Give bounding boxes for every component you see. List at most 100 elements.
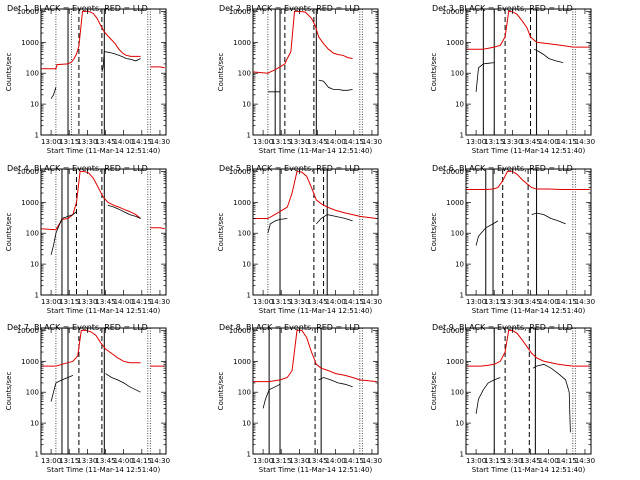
plot-area [253,9,363,135]
y-tick-label: 10000 [229,327,251,335]
y-tick-label: 1 [460,451,464,459]
y-axis-label: Counts/sec [430,372,438,411]
x-axis-label: Start Time (11-Mar-14 12:51:40) [259,466,373,474]
y-axis-label: Counts/sec [5,213,13,252]
x-tick-label: 13:45 [520,457,540,465]
x-tick-label: 13:45 [307,138,327,146]
y-tick-label: 10000 [442,327,464,335]
series-lld [41,329,165,367]
series-lld [466,170,590,190]
x-tick-label: 13:15 [59,457,79,465]
x-tick-label: 13:15 [484,457,504,465]
plot-area [253,328,377,454]
x-tick-label: 14:30 [150,298,170,306]
plot-area [466,9,590,135]
y-axis-label: Counts/sec [217,53,225,92]
plot-area [41,9,165,135]
y-tick-label: 100 [451,230,464,238]
x-tick-label: 14:30 [150,457,170,465]
x-tick-label: 13:30 [502,138,522,146]
x-tick-label: 14:30 [362,298,382,306]
plot-frame [252,327,379,455]
x-tick-label: 13:45 [95,138,115,146]
series-events [475,363,571,433]
plot-frame [465,168,592,296]
y-tick-label: 10000 [442,8,464,16]
y-tick-label: 1000 [233,199,251,207]
x-tick-label: 13:15 [271,298,291,306]
x-tick-label: 13:00 [466,457,486,465]
x-tick-label: 13:00 [253,457,273,465]
x-tick-label: 13:15 [484,138,504,146]
x-tick-label: 14:15 [557,138,577,146]
y-tick-label: 10000 [17,168,39,176]
y-tick-label: 1000 [233,39,251,47]
y-tick-label: 100 [238,389,251,397]
panel-det-6: Det 6, BLACK = Events, RED = LLD11010010… [430,164,595,315]
plot-frame [252,8,379,136]
y-tick-label: 1 [247,292,251,300]
y-tick-label: 10000 [229,8,251,16]
y-tick-label: 1000 [446,358,464,366]
y-tick-label: 1000 [21,199,39,207]
plot-frame [252,168,379,296]
x-tick-label: 13:45 [307,457,327,465]
panel-det-7: Det 7, BLACK = Events, RED = LLD11010010… [5,323,170,474]
x-tick-label: 14:00 [114,298,134,306]
y-tick-label: 1000 [21,358,39,366]
x-tick-label: 13:30 [289,457,309,465]
y-tick-label: 1 [35,292,39,300]
panel-grid: Det 1, BLACK = Events, RED = LLD11010010… [5,4,595,474]
y-tick-label: 100 [26,389,39,397]
plot-frame [40,8,167,136]
x-tick-label: 14:30 [575,298,595,306]
y-tick-label: 1000 [233,358,251,366]
x-tick-label: 14:00 [326,298,346,306]
y-tick-label: 1000 [21,39,39,47]
x-tick-label: 14:00 [539,457,559,465]
x-tick-label: 14:00 [114,138,134,146]
x-tick-label: 13:00 [466,298,486,306]
plot-area [466,328,590,454]
x-tick-label: 13:00 [466,138,486,146]
x-tick-label: 13:15 [59,138,79,146]
series-lld [466,329,590,367]
x-axis-label: Start Time (11-Mar-14 12:51:40) [472,466,586,474]
y-tick-label: 10000 [442,168,464,176]
x-tick-label: 14:00 [326,457,346,465]
x-tick-label: 13:00 [253,138,273,146]
y-tick-label: 100 [451,70,464,78]
y-tick-label: 10 [30,101,39,109]
y-tick-label: 1 [35,451,39,459]
x-tick-label: 13:15 [271,457,291,465]
x-tick-label: 13:00 [41,138,61,146]
y-tick-label: 1 [247,451,251,459]
series-events [50,204,141,255]
x-tick-label: 13:30 [77,138,97,146]
y-tick-label: 1000 [446,199,464,207]
x-tick-label: 14:15 [557,457,577,465]
x-axis-label: Start Time (11-Mar-14 12:51:40) [259,307,373,315]
y-axis-label: Counts/sec [217,213,225,252]
y-tick-label: 100 [238,230,251,238]
x-tick-label: 14:15 [344,138,364,146]
y-tick-label: 100 [26,230,39,238]
y-tick-label: 10000 [229,168,251,176]
y-tick-label: 10 [455,420,464,428]
series-lld [253,170,377,219]
plot-area [41,328,165,454]
plot-frame [465,327,592,455]
x-tick-label: 14:30 [575,138,595,146]
series-events [267,214,353,234]
y-tick-label: 10 [242,101,251,109]
y-tick-label: 100 [238,70,251,78]
x-tick-label: 14:15 [344,457,364,465]
series-events [475,212,566,246]
x-tick-label: 13:30 [77,298,97,306]
panel-det-5: Det 5, BLACK = Events, RED = LLD11010010… [217,164,382,315]
plot-area [41,169,165,295]
x-tick-label: 14:00 [539,298,559,306]
x-tick-label: 13:00 [41,298,61,306]
